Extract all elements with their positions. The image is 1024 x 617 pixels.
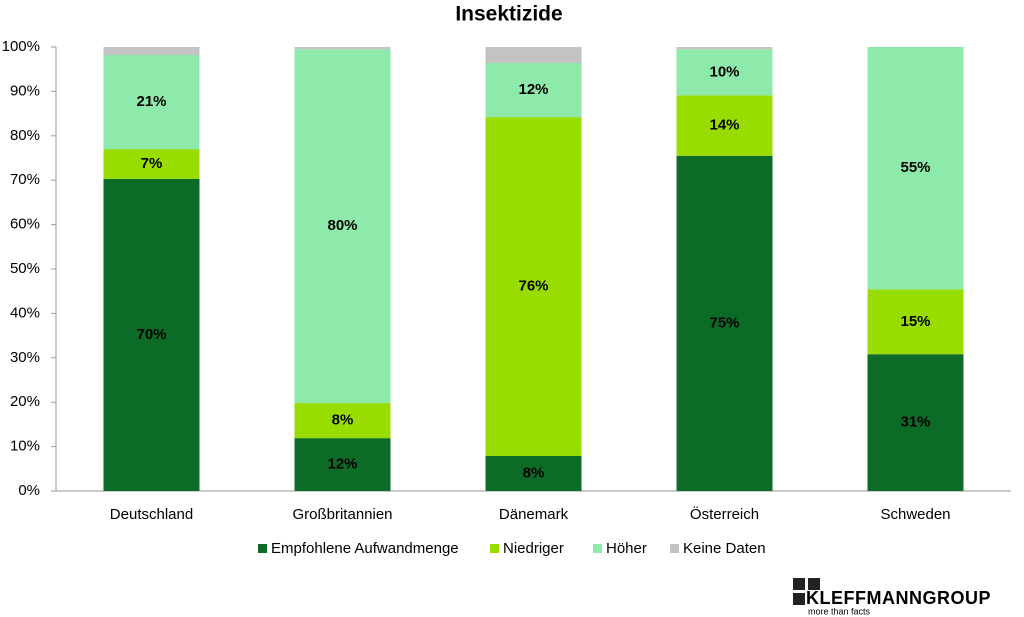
legend-swatch [670,544,679,553]
y-tick-label: 50% [10,260,40,277]
bar-segment [485,62,582,118]
y-tick-label: 40% [10,304,40,321]
bar-segment [294,403,391,439]
logo-block [793,593,805,605]
bar-segment [294,47,391,50]
bar-segment [294,438,391,491]
data-label: 7% [141,155,163,172]
data-label: 21% [136,93,166,110]
logo-block [793,578,805,590]
legend-swatch [258,544,267,553]
data-label: 15% [900,313,930,330]
y-tick-label: 100% [2,38,40,55]
bar-segment [103,54,200,150]
legend-label: Niedriger [503,540,564,557]
data-label: 70% [136,326,166,343]
data-label: 31% [900,414,930,431]
x-tick-label: Großbritannien [292,506,392,523]
y-tick-label: 80% [10,127,40,144]
data-label: 12% [518,81,548,98]
y-tick-label: 0% [18,482,40,499]
bar-segment [485,47,582,63]
bar-segment [867,289,964,355]
data-label: 14% [709,117,739,134]
logo-tagline: more than facts [808,606,871,616]
bar-segment [676,49,773,96]
x-tick-label: Schweden [880,506,950,523]
bar-segment [103,149,200,179]
y-tick-label: 70% [10,171,40,188]
legend-label: Empfohlene Aufwandmenge [271,540,459,557]
bar-segment [676,95,773,156]
y-tick-label: 90% [10,82,40,99]
bar-segment [294,49,391,404]
bar-segment [867,354,964,491]
bar-segment [485,117,582,456]
bar-segment [485,455,582,491]
chart-title: Insektizide [455,3,562,26]
data-label: 80% [327,217,357,234]
legend-label: Keine Daten [683,540,766,557]
logo-block [808,578,820,590]
y-tick-label: 20% [10,393,40,410]
x-tick-label: Österreich [690,505,759,523]
legend-swatch [593,544,602,553]
x-tick-label: Dänemark [499,506,569,523]
x-tick-label: Deutschland [110,506,193,523]
bar-segment [676,155,773,491]
data-label: 55% [900,159,930,176]
y-tick-label: 10% [10,438,40,455]
y-tick-label: 60% [10,216,40,233]
bar-segment [867,47,964,290]
bar-segment [103,47,200,55]
legend-label: Höher [606,540,647,557]
bar-segment [103,178,200,492]
bar-segment [676,47,773,50]
logo: KLEFFMANNGROUP more than facts [793,578,991,616]
data-label: 8% [523,464,545,481]
data-label: 76% [518,278,548,295]
data-label: 75% [709,314,739,331]
legend-swatch [490,544,499,553]
data-label: 10% [709,63,739,80]
data-label: 12% [327,456,357,473]
logo-name: KLEFFMANNGROUP [806,588,991,608]
data-label: 8% [332,412,354,429]
y-tick-label: 30% [10,349,40,366]
